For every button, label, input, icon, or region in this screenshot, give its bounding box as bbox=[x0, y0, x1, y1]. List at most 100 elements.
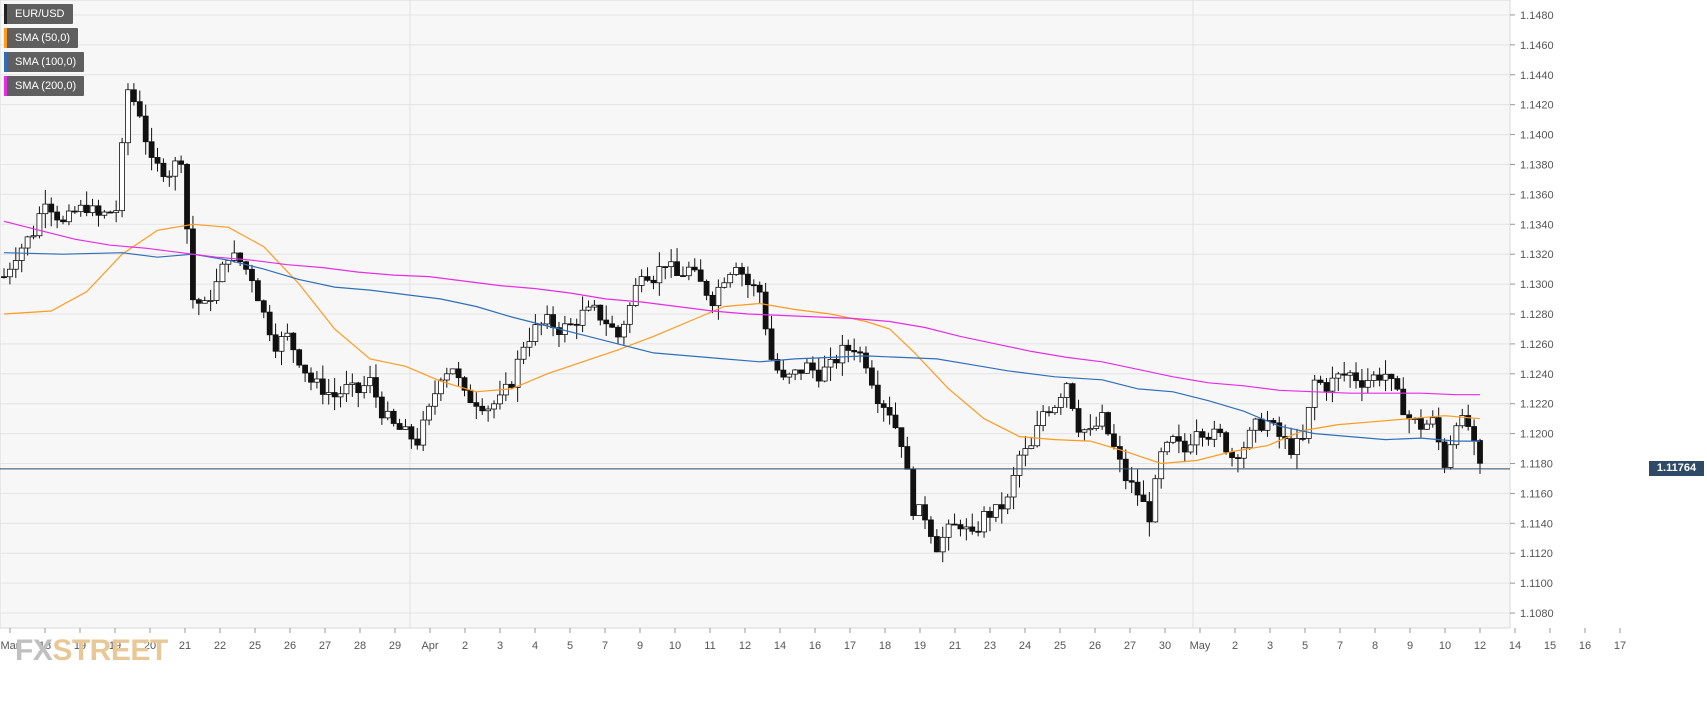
legend-label: SMA (100,0) bbox=[15, 56, 77, 68]
candle-body bbox=[83, 204, 90, 214]
candle-body bbox=[1217, 428, 1224, 434]
x-tick-label: 7 bbox=[1337, 640, 1343, 652]
legend-item-sma200[interactable]: SMA (200,0) bbox=[4, 76, 85, 96]
x-tick-label: 12 bbox=[1474, 640, 1486, 652]
candle-body bbox=[733, 267, 739, 275]
candle-body bbox=[18, 247, 25, 261]
candle-body bbox=[762, 291, 769, 330]
legend-item-sma100[interactable]: SMA (100,0) bbox=[4, 52, 85, 72]
candle-body bbox=[508, 383, 515, 388]
candle-body bbox=[845, 344, 852, 351]
candle-body bbox=[48, 203, 55, 213]
candle-body bbox=[467, 389, 474, 404]
candle-body bbox=[219, 263, 226, 283]
candle-body bbox=[491, 403, 497, 410]
candle-body bbox=[1016, 454, 1023, 476]
x-tick-label: 20 bbox=[144, 640, 156, 652]
candle-body bbox=[591, 304, 598, 308]
x-tick-label: 14 bbox=[774, 640, 786, 652]
candle-body bbox=[66, 210, 72, 223]
candle-body bbox=[1288, 438, 1294, 455]
candle-body bbox=[1087, 428, 1094, 431]
candle-body bbox=[745, 273, 751, 286]
candle-body bbox=[420, 419, 427, 446]
grid bbox=[0, 0, 1510, 628]
candle-body bbox=[520, 346, 527, 360]
x-tick-label: 27 bbox=[1124, 640, 1136, 652]
candle-body bbox=[1069, 383, 1076, 409]
candle-body bbox=[1046, 411, 1052, 414]
candle-body bbox=[195, 299, 202, 304]
candle-body bbox=[1211, 428, 1218, 440]
candle-body bbox=[190, 228, 196, 301]
candle-body bbox=[567, 323, 574, 326]
candle-body bbox=[632, 285, 639, 306]
legend-item-eurusd[interactable]: EUR/USD bbox=[4, 4, 73, 24]
candle-body bbox=[951, 523, 958, 526]
y-tick-label: 1.1160 bbox=[1520, 488, 1553, 500]
candle-body bbox=[443, 373, 450, 381]
candle-body bbox=[77, 204, 84, 213]
candle-body bbox=[703, 280, 710, 296]
candle-body bbox=[892, 414, 899, 429]
candle-body bbox=[24, 236, 31, 249]
candle-body bbox=[857, 351, 863, 354]
candle-body bbox=[337, 393, 344, 398]
candle-body bbox=[455, 368, 462, 379]
candle-body bbox=[461, 377, 468, 391]
candle-body bbox=[1329, 377, 1336, 392]
x-tick-label: Mar bbox=[1, 640, 20, 652]
candle-body bbox=[1477, 440, 1483, 464]
candle-body bbox=[95, 205, 102, 216]
candle-body bbox=[1252, 418, 1259, 431]
y-tick-label: 1.1320 bbox=[1520, 249, 1554, 261]
candle-body bbox=[142, 115, 149, 143]
candle-body bbox=[178, 160, 185, 165]
y-tick-label: 1.1400 bbox=[1520, 130, 1554, 142]
candle-body bbox=[786, 373, 793, 378]
candle-body bbox=[1388, 373, 1395, 379]
candle-body bbox=[939, 536, 946, 553]
candle-body bbox=[325, 392, 332, 395]
y-tick-label: 1.1480 bbox=[1520, 10, 1554, 22]
candle-body bbox=[1240, 447, 1247, 459]
candle-body bbox=[1181, 440, 1188, 453]
candle-body bbox=[874, 384, 881, 405]
candle-body bbox=[1187, 444, 1194, 453]
x-tick-label: 5 bbox=[1302, 640, 1308, 652]
candle-body bbox=[1276, 422, 1283, 437]
x-tick-label: 3 bbox=[497, 640, 503, 652]
candle-body bbox=[1465, 415, 1472, 427]
candle-body bbox=[1471, 426, 1477, 441]
x-tick-label: 3 bbox=[1267, 640, 1273, 652]
candle-body bbox=[378, 396, 385, 419]
x-tick-label: 7 bbox=[602, 640, 608, 652]
y-axis: 1.1480 1.1460 1.1440 1.1420 1.1400 1.1380 1.13… bbox=[1510, 10, 1554, 620]
candle-body bbox=[1081, 429, 1088, 433]
candle-body bbox=[992, 504, 999, 518]
candle-body bbox=[449, 368, 456, 375]
x-tick-label: 2 bbox=[462, 640, 468, 652]
candle-body bbox=[709, 294, 716, 307]
candle-body bbox=[798, 369, 804, 374]
x-tick-label: 30 bbox=[1159, 640, 1171, 652]
candle-body bbox=[691, 266, 698, 271]
y-tick-label: 1.1100 bbox=[1520, 578, 1553, 590]
candle-body bbox=[804, 362, 810, 374]
x-tick-label: 16 bbox=[1579, 640, 1591, 652]
candle-body bbox=[863, 352, 869, 369]
candle-body bbox=[756, 284, 763, 293]
candle-body bbox=[1229, 451, 1235, 458]
logo-street: STREET bbox=[52, 634, 168, 667]
y-tick-label: 1.1360 bbox=[1520, 189, 1554, 201]
candle-body bbox=[1199, 431, 1206, 438]
candle-body bbox=[136, 101, 143, 117]
candle-body bbox=[1116, 446, 1123, 460]
candle-body bbox=[579, 309, 586, 326]
candle-body bbox=[721, 282, 728, 288]
candle-body bbox=[1370, 374, 1377, 381]
y-tick-label: 1.1220 bbox=[1520, 399, 1554, 411]
legend-item-sma50[interactable]: SMA (50,0) bbox=[4, 28, 79, 48]
